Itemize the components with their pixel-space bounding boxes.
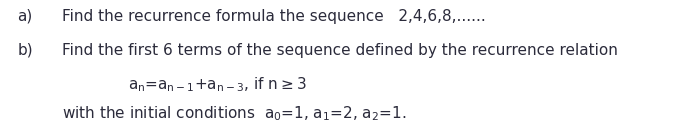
- Text: b): b): [17, 42, 33, 58]
- Text: $\mathregular{a_n}$=$\mathregular{a_{n-1}}$+$\mathregular{a_{n-3}}$, if n$\geq$3: $\mathregular{a_n}$=$\mathregular{a_{n-1…: [128, 76, 306, 94]
- Text: Find the recurrence formula the sequence   2,4,6,8,......: Find the recurrence formula the sequence…: [62, 9, 486, 24]
- Text: a): a): [17, 9, 32, 24]
- Text: with the initial conditions  $\mathregular{a_0}$=1, $\mathregular{a_1}$=2, $\mat: with the initial conditions $\mathregula…: [62, 104, 406, 123]
- Text: Find the first 6 terms of the sequence defined by the recurrence relation: Find the first 6 terms of the sequence d…: [62, 42, 618, 58]
